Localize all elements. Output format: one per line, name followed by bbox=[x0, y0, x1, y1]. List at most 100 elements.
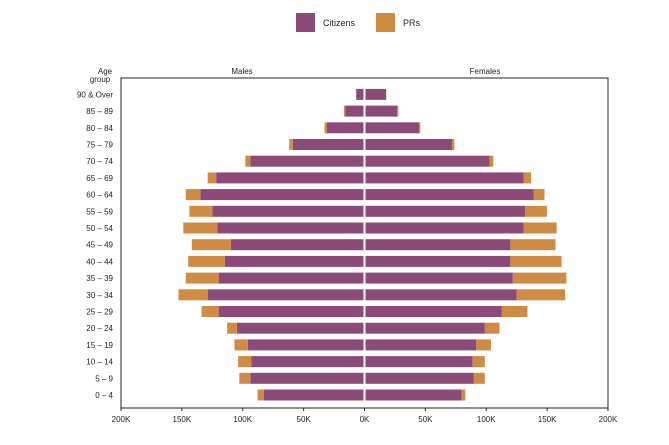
age-tick-label: 75 – 79 bbox=[86, 141, 113, 150]
bar-female-citizens bbox=[365, 88, 387, 100]
bars-group bbox=[178, 79, 567, 407]
bar-female-citizens bbox=[365, 356, 473, 368]
bar-female-citizens bbox=[365, 189, 534, 201]
x-tick-label: 50K bbox=[418, 415, 433, 424]
bar-male-citizens bbox=[200, 189, 364, 201]
bar-male-citizens bbox=[292, 139, 364, 150]
bar-male-prs bbox=[183, 222, 218, 234]
bar-male-citizens bbox=[230, 239, 364, 251]
bar-female-citizens bbox=[365, 272, 513, 284]
x-tick-label: 100K bbox=[233, 415, 252, 424]
bar-female-citizens bbox=[365, 372, 474, 384]
age-tick-label: 40 – 44 bbox=[86, 257, 113, 266]
bar-female-prs bbox=[473, 372, 485, 384]
bar-male-prs bbox=[207, 172, 217, 184]
females-panel-label: Females bbox=[470, 67, 501, 76]
age-tick-label: 90 & Over bbox=[77, 90, 113, 99]
x-tick-label: 100K bbox=[477, 415, 496, 424]
bar-female-citizens bbox=[365, 139, 452, 150]
age-tick-label: 25 – 29 bbox=[86, 308, 113, 317]
age-tick-label: 65 – 69 bbox=[86, 174, 113, 183]
age-tick-label: 0 – 4 bbox=[95, 391, 113, 400]
bar-female-prs bbox=[523, 172, 532, 184]
bar-male-prs bbox=[257, 389, 264, 401]
x-tick-label: 50K bbox=[297, 415, 312, 424]
bar-male-prs bbox=[239, 372, 251, 384]
x-tick-label: 200K bbox=[599, 415, 618, 424]
bar-male-citizens bbox=[207, 289, 364, 301]
legend-swatch-prs bbox=[376, 13, 395, 32]
bar-female-prs bbox=[533, 189, 545, 201]
bar-female-prs bbox=[476, 339, 491, 351]
age-tick-label: 50 – 54 bbox=[86, 224, 113, 233]
bar-male-citizens bbox=[356, 88, 364, 100]
bar-male-citizens bbox=[236, 322, 364, 334]
legend-label-citizens: Citizens bbox=[323, 18, 356, 28]
bar-female-prs bbox=[512, 272, 567, 284]
bar-female-citizens bbox=[365, 389, 462, 401]
bar-female-citizens bbox=[365, 122, 420, 134]
age-axis-label-line-2: group bbox=[90, 75, 111, 84]
x-tick-label: 0K bbox=[360, 415, 370, 424]
bar-male-prs bbox=[191, 239, 231, 251]
bar-female-prs bbox=[501, 306, 528, 317]
bar-female-prs bbox=[461, 389, 466, 401]
bar-female-prs bbox=[451, 139, 455, 150]
bar-female-citizens bbox=[365, 205, 525, 217]
bar-male-citizens bbox=[216, 172, 364, 184]
bar-female-prs bbox=[523, 222, 557, 234]
bar-male-prs bbox=[178, 289, 208, 301]
bar-female-prs bbox=[524, 205, 547, 217]
bar-male-citizens bbox=[326, 122, 364, 134]
bar-female-citizens bbox=[365, 255, 511, 267]
age-tick-label: 85 – 89 bbox=[86, 107, 113, 116]
age-tick-label: 5 – 9 bbox=[95, 374, 113, 383]
bar-male-citizens bbox=[224, 255, 364, 267]
bar-female-citizens bbox=[365, 172, 524, 184]
bar-male-prs bbox=[189, 205, 213, 217]
bar-male-prs bbox=[234, 339, 248, 351]
bar-male-prs bbox=[245, 155, 251, 167]
age-tick-label: 55 – 59 bbox=[86, 207, 113, 216]
age-tick-label: 45 – 49 bbox=[86, 241, 113, 250]
bar-male-citizens bbox=[251, 356, 364, 368]
bar-male-prs bbox=[238, 356, 252, 368]
bar-male-citizens bbox=[218, 272, 364, 284]
bar-female-citizens bbox=[365, 322, 485, 334]
legend-label-prs: PRs bbox=[403, 18, 421, 28]
bar-female-prs bbox=[397, 105, 399, 117]
bar-male-prs bbox=[201, 306, 219, 317]
age-tick-label: 60 – 64 bbox=[86, 191, 113, 200]
bar-female-citizens bbox=[365, 306, 502, 317]
bar-female-prs bbox=[419, 122, 421, 134]
bar-male-prs bbox=[188, 255, 225, 267]
bar-male-prs bbox=[185, 189, 201, 201]
age-tick-label: 10 – 14 bbox=[86, 358, 113, 367]
bar-male-citizens bbox=[217, 222, 364, 234]
bar-female-prs bbox=[484, 322, 500, 334]
age-tick-label: 80 – 84 bbox=[86, 124, 113, 133]
x-tick-label: 150K bbox=[173, 415, 192, 424]
bar-male-citizens bbox=[218, 306, 364, 317]
bar-male-prs bbox=[324, 122, 327, 134]
bar-female-prs bbox=[516, 289, 566, 301]
bar-female-prs bbox=[489, 155, 494, 167]
age-tick-label: 15 – 19 bbox=[86, 341, 113, 350]
males-panel-label: Males bbox=[231, 67, 252, 76]
bar-female-citizens bbox=[365, 155, 490, 167]
bar-male-prs bbox=[344, 105, 346, 117]
bar-female-citizens bbox=[365, 239, 511, 251]
bar-female-prs bbox=[472, 356, 485, 368]
bar-male-citizens bbox=[263, 389, 364, 401]
x-tick-labels: 200K 150K 100K 50K 0K 50K 100K 150K 200K bbox=[112, 408, 618, 424]
x-tick-label: 200K bbox=[112, 415, 131, 424]
bar-female-citizens bbox=[365, 289, 517, 301]
bar-female-citizens bbox=[365, 222, 524, 234]
legend: Citizens PRs bbox=[296, 13, 421, 32]
age-tick-label: 20 – 24 bbox=[86, 324, 113, 333]
bar-male-citizens bbox=[345, 105, 364, 117]
bar-male-citizens bbox=[212, 205, 364, 217]
bar-male-prs bbox=[289, 139, 293, 150]
bar-male-citizens bbox=[250, 372, 364, 384]
